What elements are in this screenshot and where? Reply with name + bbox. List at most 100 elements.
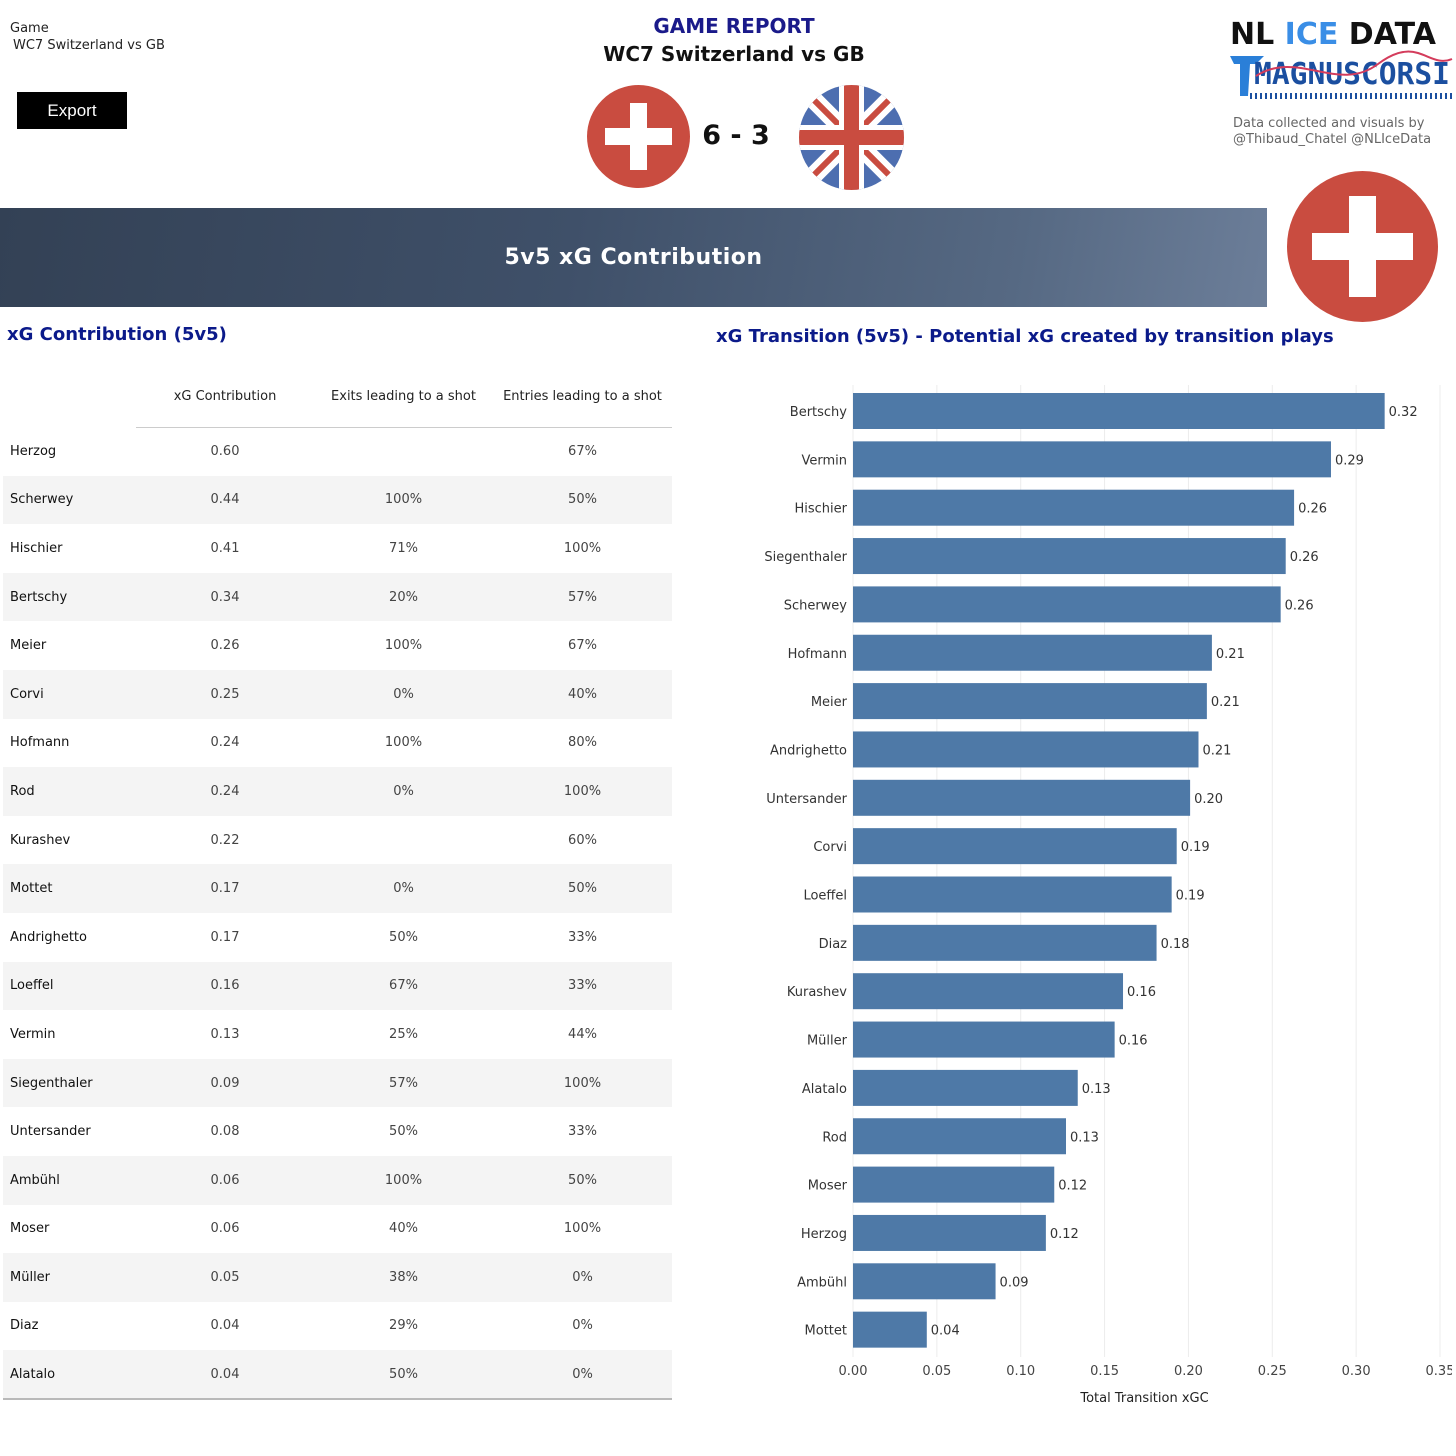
bar[interactable] (853, 973, 1124, 1010)
bar-value-label: 0.04 (931, 1324, 960, 1339)
column-header-xg-contribution[interactable]: xG Contribution (136, 366, 314, 428)
exits-cell: 25% (389, 1026, 418, 1042)
entries-cell: 44% (568, 1026, 597, 1042)
bar[interactable] (853, 876, 1172, 913)
bar-value-label: 0.29 (1335, 453, 1364, 468)
bar[interactable] (853, 924, 1157, 961)
bar[interactable] (853, 779, 1191, 816)
exits-cell: 0% (314, 669, 493, 719)
column-header-player (3, 366, 136, 427)
exits-cell: 57% (314, 1058, 493, 1108)
x-tick-label: 0.10 (1006, 1364, 1035, 1379)
player-name-cell: Meier (10, 638, 47, 654)
entries-cell: 0% (493, 1350, 672, 1400)
category-label: Hischier (794, 502, 847, 517)
bar[interactable] (853, 538, 1286, 575)
xg-contribution-cell: 0.25 (136, 669, 314, 719)
player-name-cell: Siegenthaler (3, 1058, 136, 1108)
xg-contribution-cell: 0.08 (210, 1124, 240, 1140)
bar[interactable] (853, 441, 1331, 478)
category-label: Ambühl (797, 1275, 847, 1290)
bar-value-label: 0.26 (1290, 550, 1319, 565)
xg-contribution-cell: 0.24 (210, 735, 240, 751)
table-row: Kurashev 0.22 60% (3, 816, 672, 865)
brand-nl: NL (1230, 17, 1285, 52)
bar[interactable] (853, 683, 1207, 720)
bar-value-label: 0.19 (1176, 889, 1205, 904)
xg-contribution-cell: 0.22 (210, 832, 240, 848)
player-name-cell: Müller (3, 1253, 136, 1302)
brand-ice: ICE (1285, 17, 1339, 52)
entries-cell: 50% (493, 475, 672, 525)
player-name-cell: Loeffel (3, 961, 136, 1011)
table-row: Untersander 0.08 50% 33% (3, 1107, 672, 1156)
entries-cell: 67% (568, 444, 597, 460)
brand-data: DATA (1338, 17, 1436, 52)
bar-value-label: 0.16 (1119, 1034, 1148, 1049)
bar-value-label: 0.21 (1211, 695, 1240, 710)
bar[interactable] (853, 731, 1199, 768)
xg-transition-bar-chart: 0.00 0.05 0.10 0.15 0.20 0.25 0.30 0.35 Bertschy… (764, 385, 1452, 1406)
table-title: xG Contribution (5v5) (7, 324, 227, 345)
xg-contribution-cell: 0.17 (136, 864, 314, 913)
bar-value-label: 0.12 (1058, 1179, 1087, 1194)
player-name-cell: Hofmann (10, 735, 70, 751)
bar[interactable] (853, 634, 1212, 671)
xg-contribution-cell: 0.26 (210, 638, 240, 654)
bar[interactable] (853, 586, 1281, 623)
bar-value-label: 0.21 (1216, 647, 1245, 662)
xg-contribution-cell: 0.41 (210, 540, 240, 556)
player-name-cell: Scherwey (3, 475, 136, 525)
table-row: Corvi 0.25 0% 40% (3, 669, 672, 719)
exits-cell: 100% (314, 475, 493, 525)
xg-contribution-cell: 0.04 (136, 1350, 314, 1400)
x-tick-label: 0.25 (1258, 1364, 1287, 1379)
category-label: Alatalo (802, 1082, 847, 1097)
bar[interactable] (853, 828, 1177, 865)
exits-cell: 29% (389, 1318, 418, 1334)
category-label: Bertschy (790, 405, 848, 420)
bar[interactable] (853, 489, 1295, 526)
exits-cell: 67% (314, 961, 493, 1011)
table-row: Bertschy 0.34 20% 57% (3, 572, 672, 622)
column-header-exits[interactable]: Exits leading to a shot (314, 366, 493, 428)
export-button[interactable]: Export (17, 92, 127, 129)
entries-cell: 100% (493, 1058, 672, 1108)
bar[interactable] (853, 1214, 1046, 1251)
xg-contribution-cell: 0.06 (136, 1155, 314, 1205)
x-tick-label: 0.00 (839, 1364, 868, 1379)
entries-cell: 50% (493, 1155, 672, 1205)
bar-value-label: 0.09 (1000, 1275, 1029, 1290)
bar[interactable] (853, 1263, 996, 1300)
bar[interactable] (853, 1118, 1066, 1155)
exits-cell: 50% (314, 1350, 493, 1400)
banner-title: 5v5 xG Contribution (504, 245, 763, 270)
entries-cell: 33% (493, 961, 672, 1011)
player-name-cell: Corvi (3, 669, 136, 719)
xg-contribution-cell: 0.60 (210, 444, 240, 460)
chart-title: xG Transition (5v5) - Potential xG creat… (716, 326, 1334, 347)
xg-contribution-cell: 0.44 (136, 475, 314, 525)
table-row: Vermin 0.13 25% 44% (3, 1010, 672, 1059)
player-name-cell: Alatalo (3, 1350, 136, 1400)
category-label: Moser (808, 1179, 848, 1194)
table-row: Mottet 0.17 0% 50% (3, 864, 672, 913)
player-name-cell: Hischier (10, 540, 63, 556)
column-header-entries[interactable]: Entries leading to a shot (493, 366, 672, 428)
player-name-cell: Kurashev (10, 832, 71, 848)
entries-cell: 57% (493, 572, 672, 622)
category-label: Siegenthaler (764, 550, 847, 565)
bar-value-label: 0.20 (1194, 792, 1223, 807)
bar[interactable] (853, 1311, 927, 1348)
player-name-cell: Ambühl (3, 1155, 136, 1205)
game-filter[interactable]: Game WC7 Switzerland vs GB (10, 20, 165, 54)
game-filter-value[interactable]: WC7 Switzerland vs GB (13, 38, 165, 53)
category-label: Herzog (801, 1227, 847, 1242)
bar[interactable] (853, 1166, 1055, 1203)
bar[interactable] (853, 1069, 1078, 1106)
bar[interactable] (853, 393, 1385, 429)
xg-contribution-cell: 0.16 (136, 961, 314, 1011)
x-tick-label: 0.05 (922, 1364, 951, 1379)
exits-cell (314, 816, 493, 865)
bar[interactable] (853, 1021, 1115, 1058)
